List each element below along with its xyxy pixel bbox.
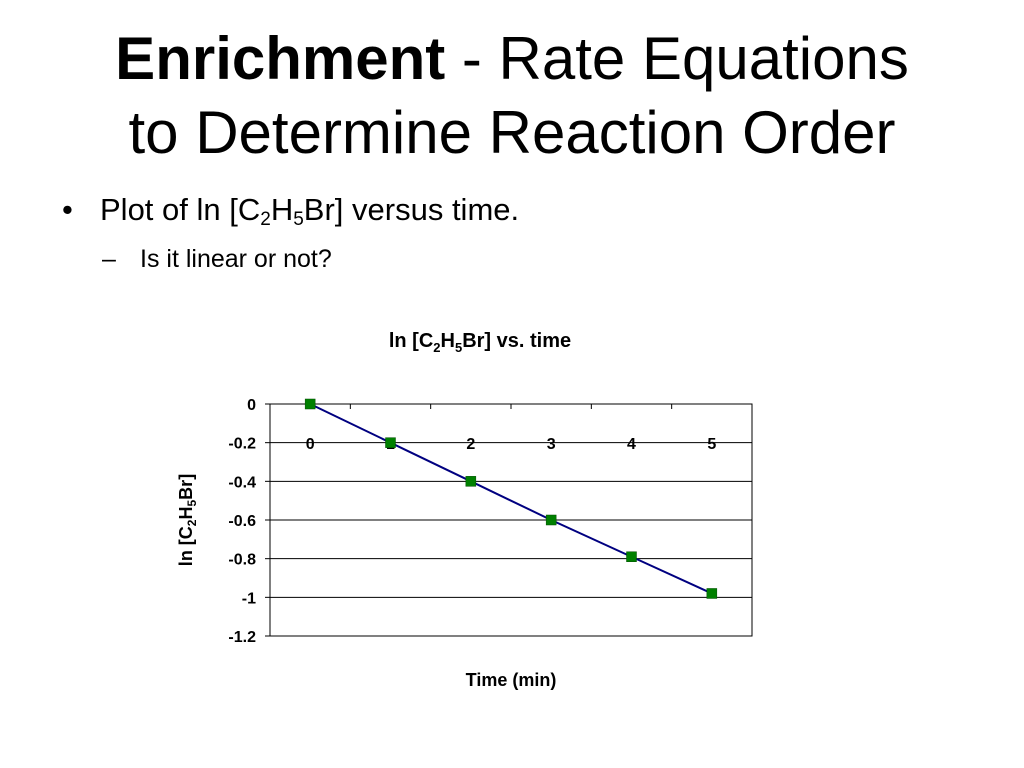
y-tick-label: -0.8 [228,552,256,569]
slide-title-line2: to Determine Reaction Order [128,99,896,166]
x-tick-label: 4 [627,436,636,453]
y-axis-title-mid: H [176,507,196,520]
bullet-subscript-2: 5 [293,209,304,230]
chart-container: ln [C2H5Br] vs. time 0 -0.2 -0.4 -0.6 -0.8 -1… [160,320,800,700]
data-point [706,588,718,599]
data-point [465,476,477,487]
series-line [309,403,713,595]
y-tick-label: -0.4 [228,474,256,491]
title-bold-word: Enrichment [115,25,446,92]
data-point [626,551,637,562]
x-tick-label: 0 [306,436,315,453]
y-axis-title-suffix: Br] [176,474,196,500]
chart-title-sub2: 5 [455,340,462,355]
data-point [385,437,396,448]
y-tick-label: -0.6 [228,513,256,530]
chart-title-suffix: Br] vs. time [462,330,571,352]
bullet-text-suffix: Br] versus time. [303,192,520,227]
slide-title: Enrichment - Rate Equations to Determine… [0,22,1024,170]
bullet-item: • Plot of ln [C2H5Br] versus time. [62,190,962,230]
data-point [304,398,316,410]
y-axis-title-prefix: ln [C [176,526,196,566]
bullet-text-mid: H [270,192,294,227]
chart-title-sub1: 2 [433,340,440,355]
x-tick-label: 2 [466,436,475,453]
y-tick-label: -0.2 [228,436,256,453]
plot-area: 0-0.2-0.4-0.6-0.8-1-1.2012345 [228,397,753,646]
sub-bullet-item: – Is it linear or not? [62,242,962,276]
title-rest-line1: - Rate Equations [445,25,909,92]
x-tick-label: 5 [707,436,716,453]
sub-bullet-marker: – [102,245,116,273]
bullet-text-prefix: Plot of ln [C [100,192,261,227]
slide-title-line1: Enrichment - Rate Equations [0,22,1024,96]
y-tick-label: 0 [247,397,256,414]
y-tick-label: -1.2 [228,629,256,646]
chart-title-mid: H [441,330,455,352]
data-point [545,514,557,526]
chart-title: ln [C2H5Br] vs. time [389,330,571,355]
y-axis-title: ln [C2H5Br] [176,474,199,566]
bullet-marker: • [62,192,73,227]
y-tick-label: -1 [242,590,256,607]
x-tick-label: 3 [547,436,556,453]
sub-bullet-text: Is it linear or not? [140,245,332,273]
bullet-list: • Plot of ln [C2H5Br] versus time. – Is … [62,190,962,276]
bullet-subscript-1: 2 [260,209,271,230]
x-axis-title: Time (min) [466,670,557,690]
y-axis-title-sub1: 2 [185,519,199,526]
chart-title-prefix: ln [C [389,330,433,352]
line-chart: ln [C2H5Br] vs. time 0-0.2-0.4-0.6-0.8-1… [176,330,753,690]
y-axis-title-sub2: 5 [185,500,199,507]
